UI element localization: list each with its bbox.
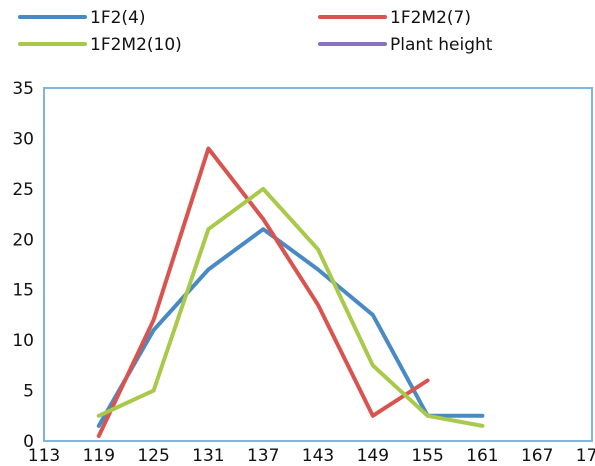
y-tick-label: 25 — [12, 180, 34, 200]
x-tick-label: 173 — [576, 446, 595, 466]
y-tick-label: 35 — [12, 79, 34, 99]
series-line-1 — [96, 227, 485, 428]
y-tick-label: 5 — [23, 382, 34, 402]
x-tick-label: 113 — [28, 446, 60, 466]
x-tick-label: 143 — [302, 446, 334, 466]
x-tick-label: 167 — [521, 446, 553, 466]
series-lines — [96, 146, 485, 438]
y-tick-label: 30 — [12, 129, 34, 149]
x-tick-label: 137 — [247, 446, 279, 466]
x-tick-label: 125 — [137, 446, 169, 466]
x-tick-label: 161 — [466, 446, 498, 466]
x-tick-label: 149 — [357, 446, 389, 466]
series-line-2 — [96, 146, 430, 438]
axes: 0 5 10 15 20 25 30 35 113 119 125 131 137 143 149 155 16… — [12, 79, 595, 466]
x-tick-label: 119 — [83, 446, 115, 466]
legend-label: Plant height — [390, 35, 493, 55]
y-tick-label: 10 — [12, 331, 34, 351]
series-line-3 — [96, 186, 485, 428]
y-tick-label: 15 — [12, 281, 34, 301]
y-tick-label: 0 — [23, 432, 34, 452]
x-tick-label: 131 — [192, 446, 224, 466]
plot-frame — [43, 87, 593, 442]
legend-label: 1F2(4) — [90, 8, 146, 28]
legend-label: 1F2M2(7) — [390, 8, 471, 28]
legend-label: 1F2M2(10) — [90, 35, 182, 55]
y-tick-label: 20 — [12, 230, 34, 250]
x-tick-label: 155 — [411, 446, 443, 466]
legend: 1F2(4) 1F2M2(7) 1F2M2(10) Plant height — [18, 8, 493, 55]
